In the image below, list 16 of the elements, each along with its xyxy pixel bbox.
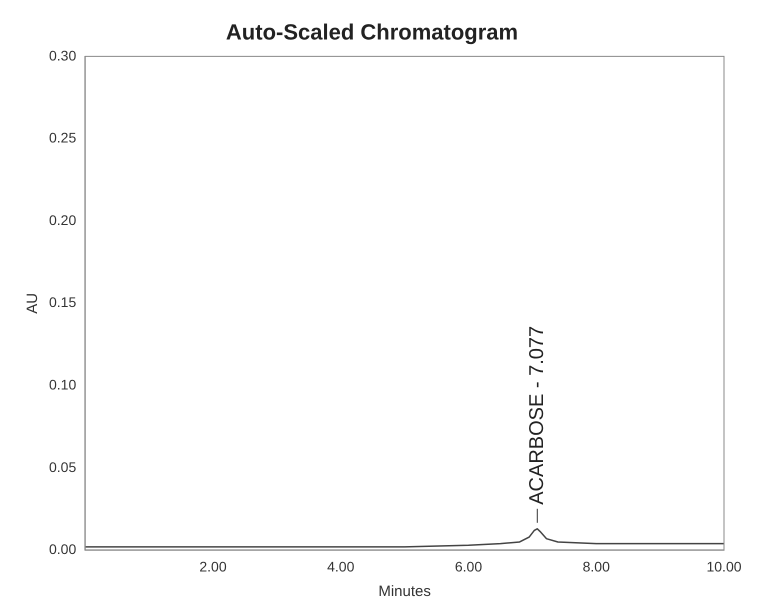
x-tick-label: 10.00 xyxy=(706,558,742,574)
annotation: ACARBOSE - 7.077 xyxy=(526,326,548,505)
y-tick-label: 0.30 xyxy=(49,47,76,64)
y-tick-label: 0.10 xyxy=(49,376,76,392)
x-tick-label: 4.00 xyxy=(327,558,355,574)
x-tick-label: 8.00 xyxy=(582,558,610,574)
x-tick-label: 2.00 xyxy=(199,558,227,574)
y-tick-label: 0.15 xyxy=(49,294,76,310)
y-tick-label: 0.05 xyxy=(49,458,76,475)
y-axis-title: AU xyxy=(24,292,42,314)
x-axis-title: Minutes xyxy=(378,583,431,600)
y-tick-label: 0.00 xyxy=(49,541,76,558)
y-tick-label: 0.20 xyxy=(49,212,76,228)
y-tick-label: 0.25 xyxy=(49,130,76,146)
chart-title: Auto-Scaled Chromatogram xyxy=(226,19,518,44)
x-tick-label: 6.00 xyxy=(454,558,482,574)
